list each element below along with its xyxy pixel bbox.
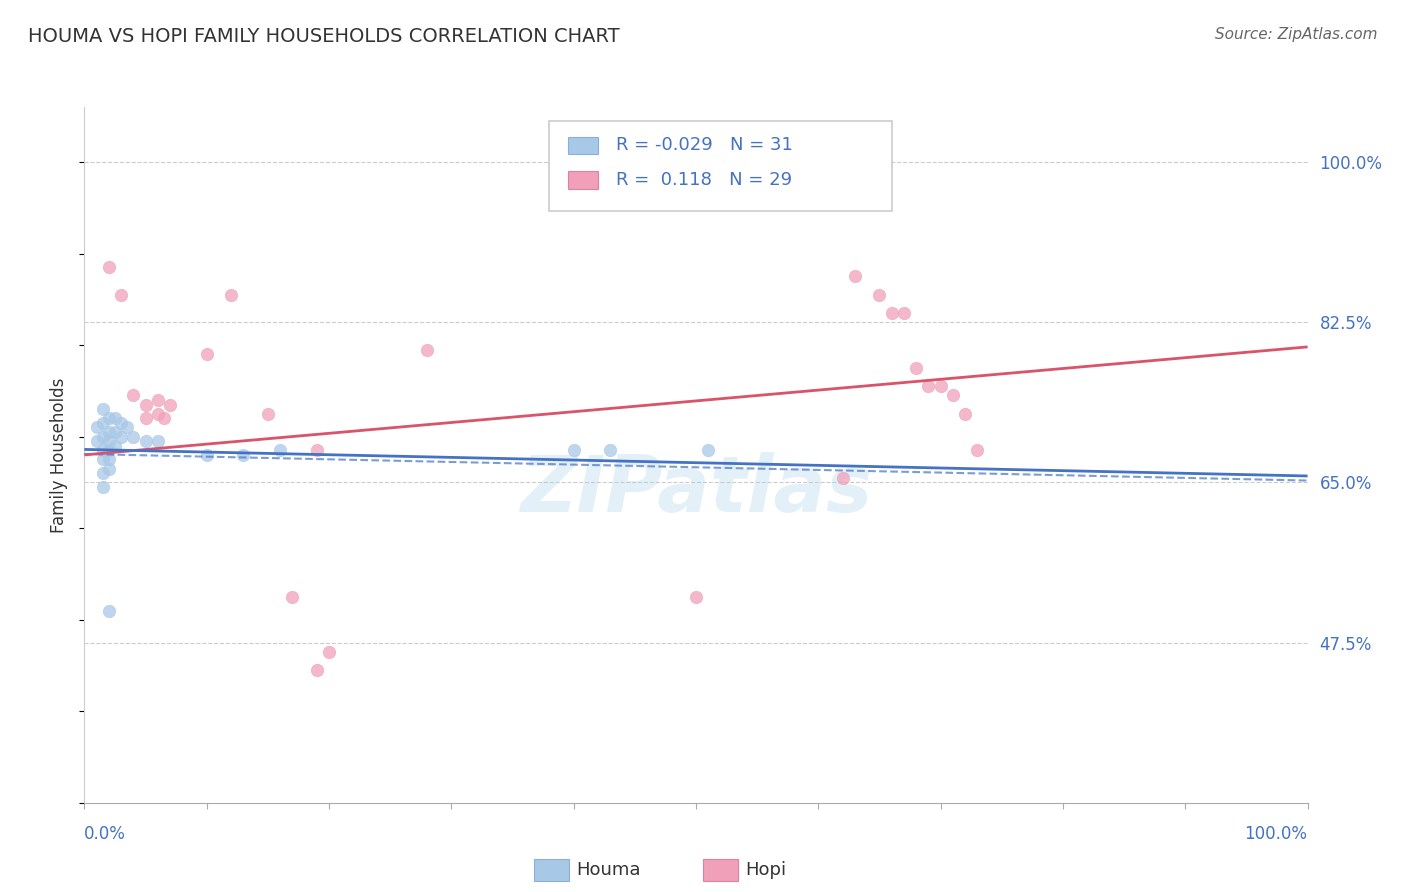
Point [416, 343, 439, 357]
Point [110, 287, 132, 301]
Point [97, 461, 120, 475]
Point [146, 407, 169, 421]
FancyBboxPatch shape [550, 121, 891, 211]
Point [91, 467, 114, 481]
Point [91, 480, 114, 494]
Point [966, 443, 988, 458]
Point [104, 411, 127, 425]
Point [153, 411, 176, 425]
Point [905, 361, 928, 376]
Point [86, 420, 108, 434]
Point [844, 269, 866, 284]
Text: 0.0%: 0.0% [84, 825, 127, 843]
Point [97, 603, 120, 617]
Point [97, 425, 120, 439]
Point [135, 398, 157, 412]
Point [135, 411, 157, 425]
Text: 100.0%: 100.0% [1244, 825, 1308, 843]
Point [122, 388, 145, 402]
Point [257, 407, 280, 421]
Point [831, 471, 853, 485]
Point [953, 407, 976, 421]
Point [122, 429, 145, 443]
Point [318, 645, 340, 659]
Point [562, 443, 585, 458]
Text: HOUMA VS HOPI FAMILY HOUSEHOLDS CORRELATION CHART: HOUMA VS HOPI FAMILY HOUSEHOLDS CORRELAT… [28, 27, 620, 45]
Y-axis label: Family Households: Family Households [51, 377, 69, 533]
Point [86, 434, 108, 449]
Point [146, 392, 169, 407]
Bar [568, 136, 598, 154]
Point [942, 388, 965, 402]
Point [91, 416, 114, 430]
Point [281, 590, 304, 604]
Point [97, 434, 120, 449]
Point [195, 347, 218, 361]
Bar [568, 171, 598, 189]
Text: Hopi: Hopi [745, 861, 786, 879]
Point [880, 306, 903, 320]
Point [104, 425, 127, 439]
Point [305, 663, 328, 677]
Point [97, 411, 120, 425]
Point [135, 434, 157, 449]
Point [917, 379, 939, 393]
Text: R = -0.029   N = 31: R = -0.029 N = 31 [616, 136, 793, 154]
Point [104, 439, 127, 453]
Point [893, 306, 915, 320]
Point [91, 402, 114, 417]
Text: R =  0.118   N = 29: R = 0.118 N = 29 [616, 171, 793, 189]
Point [697, 443, 720, 458]
Point [232, 448, 254, 462]
Point [110, 416, 132, 430]
Point [159, 398, 181, 412]
Text: Source: ZipAtlas.com: Source: ZipAtlas.com [1215, 27, 1378, 42]
Point [146, 434, 169, 449]
Point [929, 379, 952, 393]
Point [305, 443, 328, 458]
Point [869, 287, 891, 301]
Point [599, 443, 621, 458]
Point [97, 443, 120, 458]
Point [219, 287, 242, 301]
Point [110, 429, 132, 443]
Point [97, 260, 120, 275]
Point [269, 443, 291, 458]
Point [91, 452, 114, 467]
Point [685, 590, 707, 604]
Point [195, 448, 218, 462]
Point [91, 443, 114, 458]
Text: ZIPatlas: ZIPatlas [520, 451, 872, 528]
Point [97, 452, 120, 467]
Point [91, 429, 114, 443]
Text: Houma: Houma [576, 861, 641, 879]
Point [115, 420, 138, 434]
